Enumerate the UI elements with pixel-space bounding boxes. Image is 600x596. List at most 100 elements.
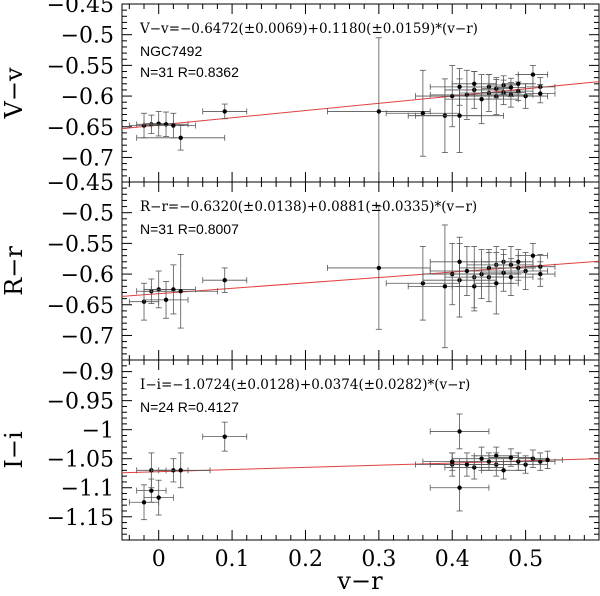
y-tick-label-rr: −0.6 xyxy=(61,263,114,288)
point-marker xyxy=(523,268,528,274)
point-marker xyxy=(538,459,543,464)
annotation-rr-0: N=31 R=0.8007 xyxy=(140,221,239,237)
data-point-vv-28 xyxy=(517,64,549,85)
y-tick-label-rr: −0.7 xyxy=(61,324,114,349)
data-point-vv-4 xyxy=(150,112,196,139)
data-point-vv-30 xyxy=(525,84,556,104)
annotation-vv-1: N=31 R=0.8362 xyxy=(140,64,239,80)
data-point-vv-16 xyxy=(444,74,519,125)
panel-vv: −0.45 −0.5 −0.55 −0.6 −0.65 −0.7 V−v V−v=−0.647… xyxy=(0,0,600,183)
data-point-vv-8 xyxy=(385,69,460,157)
point-marker xyxy=(178,135,183,141)
point-marker xyxy=(376,265,382,271)
point-marker xyxy=(494,453,499,459)
data-point-rr-27 xyxy=(503,252,549,290)
data-point-rr-13 xyxy=(429,246,505,296)
x-tick-label: 0.1 xyxy=(215,547,250,572)
panel-data-vv xyxy=(122,37,599,182)
y-tick-label-rr: −0.45 xyxy=(47,171,114,196)
point-marker xyxy=(464,462,470,467)
point-marker xyxy=(494,281,499,286)
data-point-rr-28 xyxy=(517,242,549,269)
y-tick-label-vv: −0.45 xyxy=(47,0,114,18)
data-point-rr-26 xyxy=(503,249,534,275)
point-marker xyxy=(457,429,462,434)
data-point-ii-13 xyxy=(451,446,512,471)
fit-equation-rr: R−r=−0.6320(±0.0138)+0.0881(±0.0335)*(v−… xyxy=(140,199,477,215)
point-marker xyxy=(508,274,514,280)
point-marker xyxy=(178,289,183,294)
y-tick-label-ii: −1 xyxy=(82,419,114,444)
annotation-ii-0: N=24 R=0.4127 xyxy=(140,399,239,415)
y-tick-label-rr: −0.5 xyxy=(61,202,114,227)
x-axis-label: v−r xyxy=(336,567,383,595)
point-marker xyxy=(530,253,536,258)
data-point-ii-9 xyxy=(429,464,490,512)
point-marker xyxy=(156,121,161,126)
data-point-ii-23 xyxy=(532,450,563,469)
panel-rr: −0.45 −0.5 −0.55 −0.6 −0.65 −0.7 R−r R−r=−0.632… xyxy=(0,171,600,361)
y-tick-label-vv: −0.5 xyxy=(61,24,114,49)
point-marker xyxy=(457,259,462,264)
panel-frame-ii xyxy=(121,359,600,541)
y-tick-label-ii: −1.1 xyxy=(61,477,114,502)
y-tick-label-ii: −0.9 xyxy=(61,361,114,386)
y-axis-label-rr: R−r xyxy=(0,246,28,296)
y-tick-label-ii: −1.15 xyxy=(47,506,114,531)
y-tick-label-ii: −0.95 xyxy=(47,390,114,415)
data-point-vv-7 xyxy=(327,37,431,182)
y-tick-label-rr: −0.55 xyxy=(47,232,114,257)
point-marker xyxy=(420,281,426,286)
point-marker xyxy=(530,72,536,77)
fit-equation-vv: V−v=−0.6472(±0.0069)+0.1180(±0.0159)*(v−… xyxy=(139,21,478,37)
point-marker xyxy=(141,500,147,505)
panel-data-ii xyxy=(122,413,599,521)
data-point-ii-5 xyxy=(150,452,211,489)
data-point-vv-6 xyxy=(202,103,248,120)
point-marker xyxy=(420,111,426,116)
point-marker xyxy=(516,259,521,264)
point-marker xyxy=(222,278,227,283)
data-point-ii-10 xyxy=(429,413,490,450)
point-marker xyxy=(171,123,176,128)
data-point-rr-8 xyxy=(385,246,460,321)
point-marker xyxy=(149,488,154,493)
y-tick-label-vv: −0.7 xyxy=(61,146,114,171)
point-marker xyxy=(457,113,462,118)
point-marker xyxy=(163,297,169,303)
data-point-ii-3 xyxy=(143,479,174,516)
data-point-rr-6 xyxy=(202,267,248,293)
point-marker xyxy=(501,468,506,473)
panel-data-rr xyxy=(122,206,599,349)
point-marker xyxy=(457,485,462,490)
data-point-ii-22 xyxy=(525,452,556,471)
point-marker xyxy=(508,85,514,90)
data-point-vv-3 xyxy=(143,111,189,137)
data-point-rr-4 xyxy=(150,264,196,315)
data-point-rr-12 xyxy=(429,236,490,287)
point-marker xyxy=(222,434,227,439)
point-marker xyxy=(472,284,477,289)
data-point-vv-5 xyxy=(136,125,226,151)
point-marker xyxy=(538,271,543,277)
point-marker xyxy=(222,109,227,114)
data-point-rr-5 xyxy=(143,254,218,329)
point-marker xyxy=(442,284,448,289)
point-marker xyxy=(545,457,550,463)
x-tick-label: 0.3 xyxy=(361,547,396,572)
chart-panels: −0.45 −0.5 −0.55 −0.6 −0.65 −0.7 V−v V−v=−0.647… xyxy=(0,0,600,572)
data-point-rr-7 xyxy=(327,206,431,330)
point-marker xyxy=(376,109,382,114)
data-point-ii-6 xyxy=(202,421,248,452)
point-marker xyxy=(516,81,521,86)
point-marker xyxy=(479,96,484,102)
y-axis-label-ii: I−i xyxy=(0,431,28,469)
data-point-rr-30 xyxy=(525,261,556,287)
x-tick-labels: 0 0.1 0.2 0.3 0.4 0.5 xyxy=(152,547,543,572)
y-tick-label-rr: −0.65 xyxy=(47,294,114,319)
point-marker xyxy=(178,468,183,473)
data-point-ii-2 xyxy=(136,478,167,503)
data-point-rr-3 xyxy=(143,281,189,319)
y-axis-label-vv: V−v xyxy=(0,67,28,119)
y-tick-label-ii: −1.05 xyxy=(47,448,114,473)
